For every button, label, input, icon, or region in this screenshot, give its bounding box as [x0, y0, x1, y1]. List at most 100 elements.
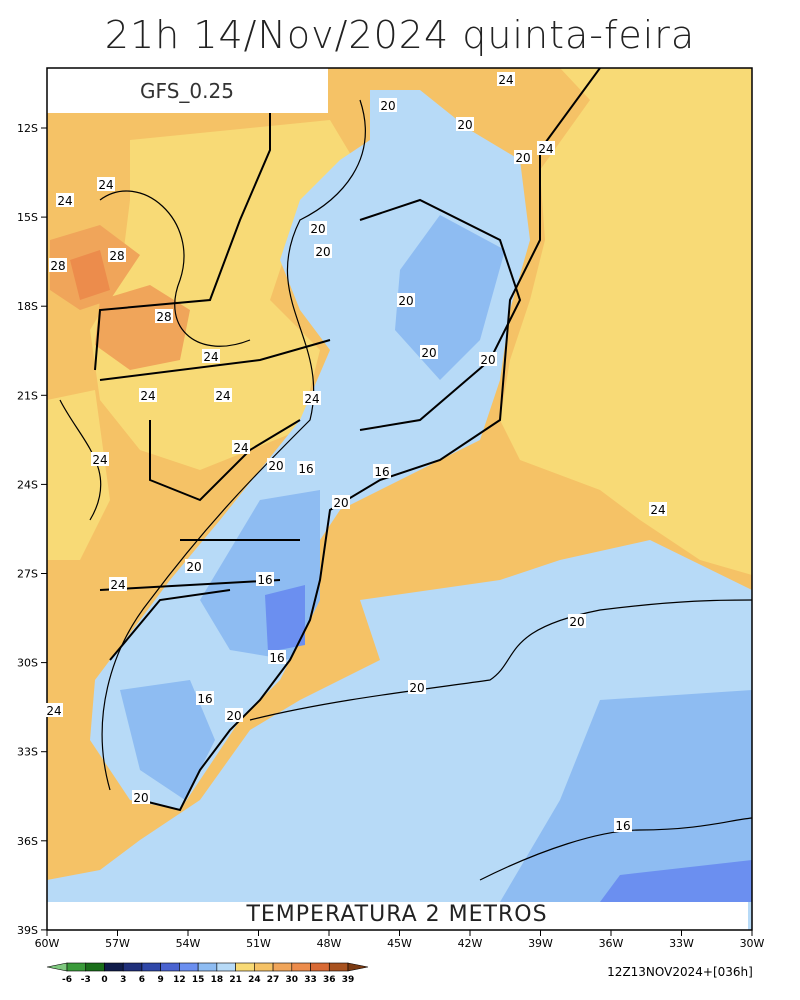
- contour-label: 20: [480, 353, 495, 367]
- colorbar-label: 9: [158, 975, 164, 985]
- contour-label: 16: [615, 819, 630, 833]
- contour-line: [101, 99, 366, 791]
- contour-label: 24: [57, 194, 72, 208]
- colorbar-swatch: [310, 962, 330, 972]
- contour-label: 20: [409, 681, 424, 695]
- cooler-land: [120, 680, 215, 800]
- colorbar-end: [46, 962, 68, 972]
- warm-ocean: [500, 68, 752, 575]
- run-label: 12Z13NOV2024+[036h]: [607, 965, 753, 979]
- colorbar-label: 27: [267, 975, 280, 985]
- contour-label-bg: [97, 177, 115, 191]
- contour-label-bg: [155, 309, 173, 323]
- x-tick-label: 42W: [458, 937, 483, 950]
- x-tick-label: 60W: [35, 937, 60, 950]
- model-label: GFS_0.25: [140, 79, 234, 103]
- contour-label: 24: [110, 578, 125, 592]
- y-tick-label: 39S: [17, 924, 38, 937]
- contour-label: 24: [304, 392, 319, 406]
- colorbar-swatch: [197, 962, 218, 972]
- colorbar-swatch: [291, 962, 311, 972]
- contour-label-bg: [649, 502, 667, 516]
- contour-label-bg: [568, 614, 586, 628]
- contour-label-bg: [614, 818, 632, 832]
- hot-core: [70, 250, 110, 300]
- contour-label: 20: [457, 118, 472, 132]
- map-header-title: 21h 14/Nov/2024 quinta-feira: [105, 13, 695, 57]
- contour-label: 16: [298, 462, 313, 476]
- state-border: [94, 68, 522, 661]
- contour-label-bg: [497, 72, 515, 86]
- colorbar-label: 21: [229, 975, 242, 985]
- contour-label-bg: [303, 391, 321, 405]
- cold-ocean: [600, 860, 752, 902]
- colorbar-label: 12: [173, 975, 186, 985]
- colorbar-label: 36: [323, 975, 336, 985]
- contour-label: 24: [203, 350, 218, 364]
- x-tick-label: 54W: [176, 937, 201, 950]
- contour-label: 20: [310, 222, 325, 236]
- contour-label: 28: [156, 310, 171, 324]
- colorbar-swatch: [160, 962, 180, 972]
- cold-land: [265, 585, 305, 652]
- contour-label-bg: [420, 345, 438, 359]
- y-tick-label: 24S: [17, 478, 38, 491]
- colorbar-swatch: [122, 962, 143, 972]
- colorbar-swatch: [85, 962, 105, 972]
- contour-label: 20: [398, 294, 413, 308]
- coastline: [139, 68, 601, 812]
- contour-label: 16: [269, 651, 284, 665]
- contour-label-bg: [297, 461, 315, 475]
- warm-land: [47, 390, 110, 560]
- colorbar-label: 30: [286, 975, 299, 985]
- y-tick-label: 18S: [17, 300, 38, 313]
- contour-label-bg: [214, 388, 232, 402]
- contour-label-bg: [267, 458, 285, 472]
- colorbar-swatch: [235, 962, 255, 972]
- contour-label: 20: [333, 496, 348, 510]
- x-tick-label: 36W: [599, 937, 624, 950]
- contour-label-bg: [232, 440, 250, 454]
- contour-label-bg: [108, 248, 126, 262]
- y-tick-label: 15S: [17, 211, 38, 224]
- contour-label-bg: [373, 464, 391, 478]
- colorbar-swatch: [104, 962, 124, 972]
- x-tick-label: 48W: [317, 937, 342, 950]
- contour-label-bg: [139, 388, 157, 402]
- contour-label-bg: [91, 452, 109, 466]
- contour-label: 24: [498, 73, 513, 87]
- contour-label-bg: [379, 98, 397, 112]
- contour-label: 16: [374, 465, 389, 479]
- contour-label: 24: [215, 389, 230, 403]
- contour-label-bg: [45, 703, 63, 717]
- contour-label-bg: [132, 790, 150, 804]
- contour-label-bg: [314, 244, 332, 258]
- colorbar-label: 6: [139, 975, 145, 985]
- contour-label: 24: [233, 441, 248, 455]
- colorbar-swatch: [66, 962, 87, 972]
- colorbar-end: [347, 962, 369, 972]
- contour-label: 24: [98, 178, 113, 192]
- y-tick-label: 30S: [17, 657, 38, 670]
- x-tick-label: 57W: [105, 937, 130, 950]
- map-title-box: [47, 902, 748, 930]
- contour-label-bg: [332, 495, 350, 509]
- contour-label: 28: [109, 249, 124, 263]
- y-tick-label: 21S: [17, 389, 38, 402]
- contour-label-bg: [202, 349, 220, 363]
- colorbar-label: 39: [342, 975, 355, 985]
- contour-label-bg: [397, 293, 415, 307]
- colorbar-label: 33: [304, 975, 317, 985]
- contour-label: 16: [197, 692, 212, 706]
- colorbar-swatch: [216, 962, 236, 972]
- model-label-box: [47, 68, 328, 113]
- colorbar-swatch: [328, 962, 349, 972]
- contour-line: [479, 817, 752, 881]
- colorbar-label: -6: [62, 975, 72, 985]
- x-tick-label: 33W: [669, 937, 694, 950]
- contour-label: 24: [650, 503, 665, 517]
- contour-label: 24: [46, 704, 61, 718]
- contour-label: 20: [515, 151, 530, 165]
- contour-label-bg: [109, 577, 127, 591]
- contour-label: 20: [380, 99, 395, 113]
